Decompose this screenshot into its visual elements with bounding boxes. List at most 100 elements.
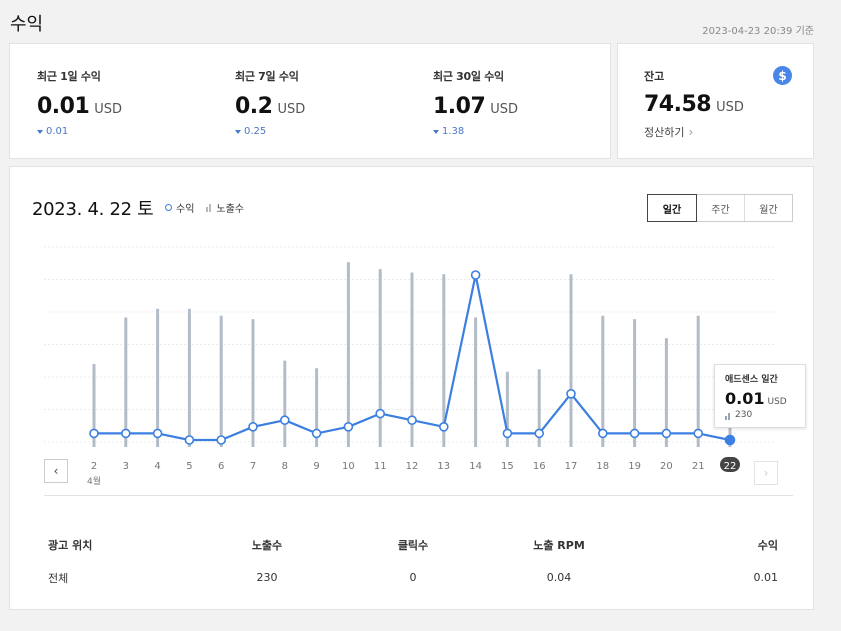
revenue-point bbox=[534, 428, 545, 439]
timestamp: 2023-04-23 20:39 기준 bbox=[702, 26, 814, 37]
stat-change: 1.38 bbox=[433, 126, 518, 137]
stat-change: 0.01 bbox=[37, 126, 122, 137]
revenue-point bbox=[407, 415, 417, 425]
stat-label: 최근 1일 수익 bbox=[37, 70, 101, 83]
x-tick-label: 7 bbox=[250, 461, 256, 472]
table-cell: 0 bbox=[409, 571, 417, 584]
stat-value: 1.07 bbox=[433, 94, 486, 119]
tooltip-value: 0.01 bbox=[725, 389, 765, 408]
table-header: 노출수 bbox=[251, 538, 283, 552]
stat-change-value: 1.38 bbox=[442, 126, 465, 137]
page-title: 수익 bbox=[10, 14, 44, 35]
x-tick-label: 21 bbox=[692, 461, 705, 472]
balance-unit: USD bbox=[716, 100, 744, 115]
stat-value: 0.01 bbox=[37, 94, 90, 119]
table-header: 노출 RPM bbox=[533, 538, 585, 552]
stat-change-value: 0.25 bbox=[244, 126, 267, 137]
settle-link[interactable]: 정산하기 › bbox=[644, 124, 693, 140]
stat-unit: USD bbox=[490, 102, 519, 117]
x-tick-label: 15 bbox=[501, 461, 514, 472]
impression-bar bbox=[633, 319, 637, 447]
chart-date: 2023. 4. 22 토 bbox=[32, 199, 154, 220]
stat-label: 최근 30일 수익 bbox=[433, 70, 504, 83]
revenue-point bbox=[724, 434, 736, 446]
stat-label: 최근 7일 수익 bbox=[235, 70, 299, 83]
settle-link-label: 정산하기 bbox=[644, 126, 685, 139]
tab-monthly[interactable]: 월간 bbox=[744, 195, 792, 221]
x-tick-label: 19 bbox=[628, 461, 641, 472]
revenue-point bbox=[343, 421, 354, 432]
revenue-point bbox=[502, 428, 513, 439]
x-tick-label: 22 bbox=[724, 461, 737, 472]
report-table: 광고 위치 노출수 클릭수 노출 RPM 수익 전체 230 0 0.04 0.… bbox=[48, 528, 778, 594]
stat-change: 0.25 bbox=[235, 126, 305, 137]
impression-bar bbox=[505, 371, 509, 447]
revenue-point bbox=[121, 428, 131, 439]
legend-impressions-label: 노출수 bbox=[216, 204, 245, 215]
arrow-down-icon bbox=[37, 129, 43, 134]
tooltip-impressions: 230 bbox=[725, 410, 795, 420]
impression-bar bbox=[569, 274, 573, 447]
impression-bar bbox=[346, 262, 350, 447]
stat-unit: USD bbox=[277, 102, 306, 117]
chart-legend: 수익 노출수 bbox=[165, 200, 256, 215]
tooltip-unit: USD bbox=[767, 397, 787, 407]
x-tick-label: 12 bbox=[406, 461, 419, 472]
x-tick-label: 4 bbox=[154, 461, 160, 472]
revenue-point bbox=[566, 389, 576, 399]
x-tick-label: 13 bbox=[437, 461, 450, 472]
x-month-label: 4월 bbox=[87, 475, 101, 487]
revenue-point bbox=[661, 428, 672, 439]
x-tick-label: 9 bbox=[313, 461, 319, 472]
stat-1day: 최근 1일 수익 0.01 USD 0.01 bbox=[37, 68, 122, 137]
table-cell: 230 bbox=[256, 571, 278, 584]
impression-bar bbox=[124, 317, 128, 447]
table-row: 전체 230 0 0.04 0.01 bbox=[48, 561, 778, 594]
x-tick-label: 17 bbox=[565, 461, 578, 472]
x-tick-label: 11 bbox=[374, 461, 387, 472]
x-tick-label: 10 bbox=[342, 461, 355, 472]
chevron-left-icon: ‹ bbox=[53, 464, 59, 478]
tooltip-title: 애드센스 일간 bbox=[725, 375, 778, 385]
x-tick-label: 8 bbox=[282, 461, 288, 472]
chevron-right-icon: › bbox=[688, 125, 694, 139]
legend-impressions: 노출수 bbox=[206, 200, 244, 215]
chart-card: 2023. 4. 22 토 수익 노출수 일간 주간 월간 2 3 4 5 6 7 8 9 10… bbox=[9, 166, 814, 610]
stat-30day: 최근 30일 수익 1.07 USD 1.38 bbox=[433, 68, 518, 137]
stat-value: 0.2 bbox=[235, 94, 273, 119]
bar-marker-icon bbox=[725, 413, 731, 420]
revenue-point bbox=[629, 428, 640, 439]
revenue-point bbox=[184, 435, 195, 445]
revenue-point bbox=[311, 428, 322, 439]
table-header: 수익 bbox=[757, 538, 778, 552]
chart-next-button[interactable]: › bbox=[754, 461, 778, 485]
x-tick-label: 16 bbox=[533, 461, 546, 472]
chevron-right-icon: › bbox=[763, 466, 769, 480]
chart-prev-button[interactable]: ‹ bbox=[44, 459, 68, 483]
x-tick-label: 2 bbox=[91, 461, 97, 472]
balance-card: 잔고 $ 74.58 USD 정산하기 › bbox=[617, 43, 814, 159]
impression-bar bbox=[601, 315, 605, 447]
table-header: 클릭수 bbox=[397, 538, 429, 552]
impression-bar bbox=[474, 317, 478, 447]
stat-unit: USD bbox=[94, 102, 123, 117]
balance-value: 74.58 bbox=[644, 92, 712, 117]
table-cell: 전체 bbox=[48, 571, 69, 585]
arrow-down-icon bbox=[235, 129, 241, 134]
impression-bar bbox=[696, 315, 700, 447]
revenue-point bbox=[279, 415, 290, 425]
impression-bar bbox=[537, 369, 541, 447]
period-tabs: 일간 주간 월간 bbox=[647, 194, 793, 222]
impression-bar bbox=[442, 274, 446, 447]
impression-bar bbox=[378, 269, 382, 447]
x-tick-label: 6 bbox=[218, 461, 224, 472]
tab-daily[interactable]: 일간 bbox=[647, 194, 697, 222]
impression-bar bbox=[410, 272, 414, 447]
circle-marker-icon bbox=[165, 204, 172, 211]
impression-bar bbox=[219, 315, 223, 447]
revenue-point bbox=[89, 428, 99, 439]
legend-revenue: 수익 bbox=[165, 200, 194, 215]
x-tick-label: 20 bbox=[660, 461, 673, 472]
impression-bar bbox=[251, 319, 255, 447]
table-divider bbox=[44, 495, 793, 496]
